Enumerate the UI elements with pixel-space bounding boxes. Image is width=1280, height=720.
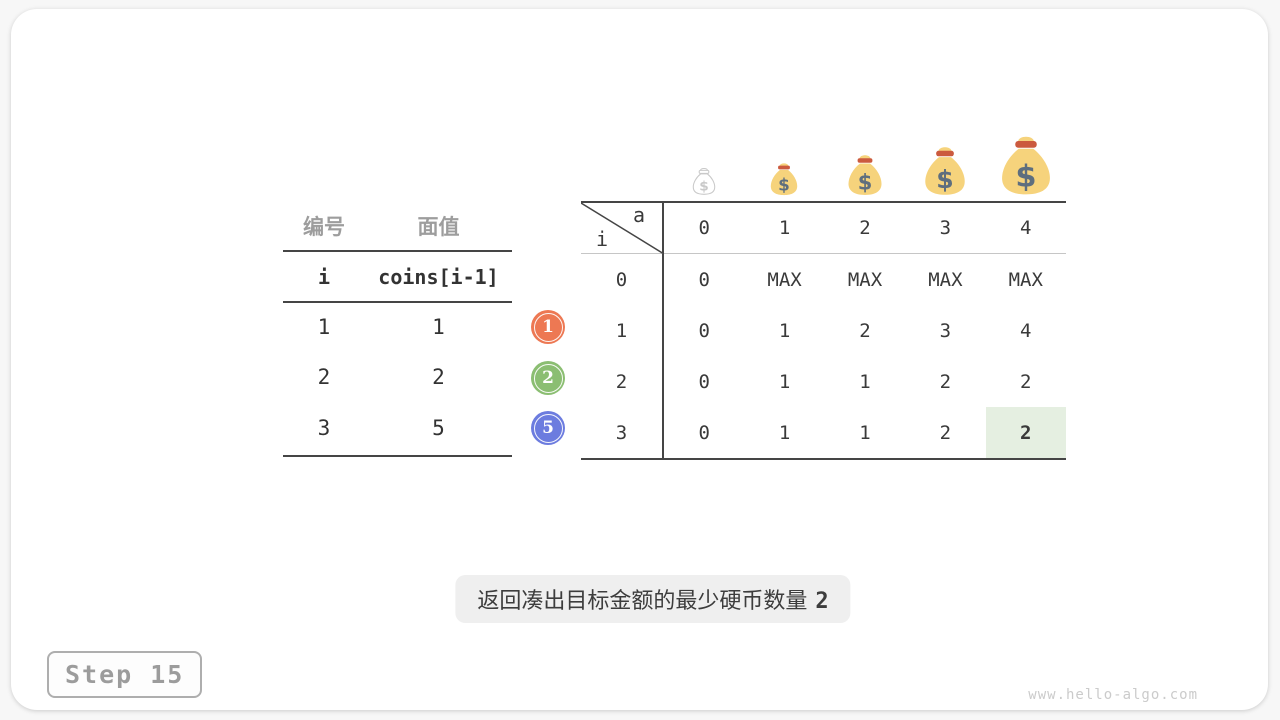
dp-col-header: 2 [824,203,906,254]
divider [283,455,512,457]
dp-cell: 4 [1020,319,1032,342]
dp-col-header: 4 [985,203,1066,254]
dp-cell: 2 [1020,370,1032,393]
money-bag-empty-icon [691,165,717,195]
coin-table-var-i: i [317,265,331,289]
dp-col-header: 0 [664,203,745,254]
coin-badge-2-icon: 2 [531,361,565,395]
badge-ring [533,312,563,342]
dp-cell: 1 [859,421,871,444]
dp-cell: 3 [939,319,952,342]
dp-col-header: 1 [744,203,825,254]
dp-cell: 0 [698,319,710,342]
badge-label: 2 [542,368,554,388]
divider [283,250,512,252]
coin-badge-5-icon: 5 [531,411,565,445]
dp-cell: MAX [928,268,963,291]
figure-card: 编号 面值 i coins[i-1] 1 1 2 2 3 5 1 2 5 [11,9,1268,710]
badge-label: 5 [542,418,554,438]
dp-cell: 1 [778,319,791,342]
result-caption: 返回凑出目标金额的最少硬币数量 2 [455,575,851,623]
caption-value: 2 [815,589,829,614]
money-bag-icon [768,159,800,196]
coin-table-var-coins: coins[i-1] [378,265,499,289]
dp-cell: 1 [859,370,871,393]
dp-cell: 1 [778,370,791,393]
dp-row-header: 3 [581,407,664,458]
coin-table-var-row: i coins[i-1] [283,261,512,293]
coin-table-header-value: 面值 [417,216,460,239]
dp-cell: MAX [767,268,802,291]
coin-table-row: 2 2 [283,361,512,393]
dp-cell: 2 [939,370,952,393]
divider [283,301,512,303]
dp-corner-cell: a i [581,203,664,254]
money-bag-icon [845,150,885,196]
dp-table: a i 0 1 2 3 4 0 0 MAX MAX MAX MAX 1 0 1 … [581,201,1066,460]
dp-cell: 1 [778,421,791,444]
dp-cell-highlighted: 2 [985,407,1066,458]
dp-row-header: 2 [581,356,664,407]
dp-col-var: a [632,203,645,227]
coin-value: 5 [432,416,445,440]
diagonal-line [581,203,664,254]
coin-value: 1 [432,315,445,339]
money-bag-icon [921,141,969,196]
step-badge: Step 15 [47,651,203,698]
coin-id: 3 [317,416,331,440]
dp-cell: 0 [698,421,710,444]
dp-row-header: 0 [581,254,664,305]
dp-cell: 2 [859,319,871,342]
badge-ring [533,363,563,393]
coin-table-row: 3 5 [283,412,512,444]
dp-cell: MAX [847,268,883,291]
coin-table-row: 1 1 [283,311,512,343]
coin-table: 编号 面值 i coins[i-1] 1 1 2 2 3 5 [283,204,512,457]
coin-badge-1-icon: 1 [531,310,565,344]
money-bag-icon [997,129,1055,196]
badge-ring [533,413,563,443]
watermark: www.hello-algo.com [1028,687,1198,703]
caption-text: 返回凑出目标金额的最少硬币数量 [477,588,808,613]
dp-row-header: 1 [581,305,664,356]
badge-label: 1 [542,317,554,337]
coin-value: 2 [432,365,445,389]
dp-cell: 0 [698,370,710,393]
coin-id: 1 [317,315,331,339]
dp-col-header: 3 [905,203,986,254]
step-badge-label: Step 15 [65,660,185,689]
dp-cell: MAX [1008,268,1043,291]
dp-row-var: i [596,227,609,251]
coin-table-header-id: 编号 [303,216,345,239]
dp-cell: 2 [939,421,952,444]
dp-cell: 0 [698,268,710,291]
coin-table-header-row: 编号 面值 [283,210,512,242]
coin-id: 2 [317,365,331,389]
